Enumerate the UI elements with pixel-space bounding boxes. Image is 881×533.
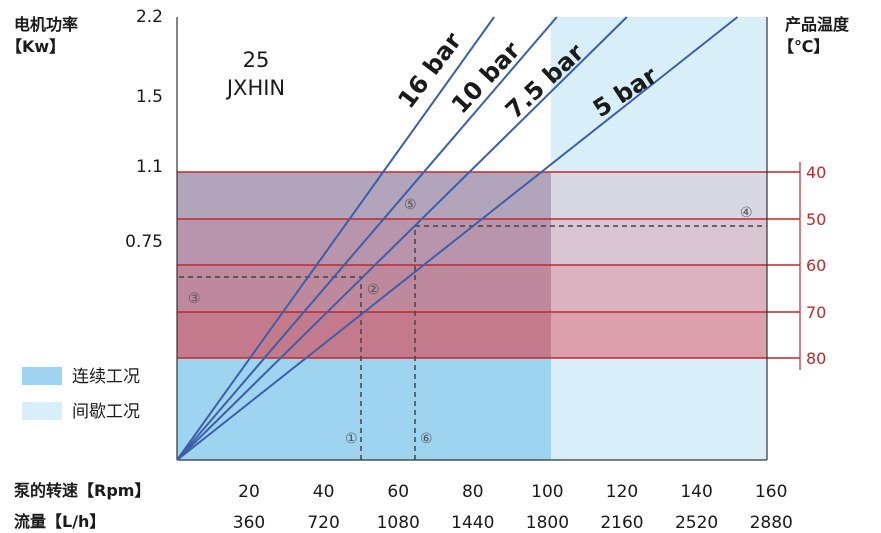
- flow-tick-label: 2160: [600, 513, 643, 533]
- chart-subtitle: JXHIN: [225, 76, 285, 100]
- temperature-ticks: 40 50 60 70 80: [806, 163, 826, 368]
- temp-band-intermittent: [551, 172, 767, 219]
- temp-tick-label: 80: [806, 349, 826, 368]
- speed-tick-label: 120: [606, 482, 638, 502]
- temp-band-continuous: [177, 312, 551, 358]
- power-tick: 1.5: [136, 87, 163, 107]
- flow-tick-label: 1080: [377, 513, 420, 533]
- y-left-label-2: 【Kw】: [6, 37, 65, 56]
- temp-band-continuous: [177, 265, 551, 312]
- y-left-label-1: 电机功率: [14, 15, 78, 34]
- marker-3: ③: [188, 291, 201, 307]
- marker-1: ①: [345, 431, 358, 447]
- marker-6: ⑥: [420, 431, 433, 447]
- legend-label-continuous: 连续工况: [72, 367, 140, 387]
- power-tick: 1.1: [136, 157, 163, 177]
- flow-tick-label: 720: [307, 513, 339, 533]
- x-flow-label: 流量【L/h】: [14, 512, 105, 531]
- y-right-label-1: 产品温度: [785, 15, 850, 34]
- temp-band-continuous: [177, 172, 551, 219]
- x-speed-label: 泵的转速【Rpm】: [13, 481, 150, 500]
- flow-tick-label: 2520: [675, 513, 718, 533]
- speed-tick-label: 60: [387, 482, 409, 502]
- legend-swatch-intermittent: [22, 402, 62, 420]
- speed-tick-label: 80: [462, 482, 484, 502]
- power-tick: 0.75: [125, 232, 163, 252]
- flow-tick-label: 1800: [526, 513, 569, 533]
- flow-tick-label: 360: [233, 513, 265, 533]
- speed-tick-label: 160: [755, 482, 787, 502]
- temp-tick-label: 40: [806, 163, 826, 182]
- temp-band-intermittent: [551, 312, 767, 358]
- legend-label-intermittent: 间歇工况: [72, 402, 140, 422]
- speed-tick-label: 140: [680, 482, 712, 502]
- power-tick: 2.2: [136, 7, 163, 27]
- marker-2: ②: [367, 282, 380, 298]
- x-tick-labels: 20 360 40 720 60 1080 80 1440 100 1800 120 2160 140 2…: [233, 482, 793, 533]
- speed-tick-label: 20: [238, 482, 260, 502]
- marker-4: ④: [740, 205, 753, 221]
- temp-tick-label: 60: [806, 256, 826, 275]
- y-right-label-2: 【℃】: [778, 37, 829, 56]
- temp-band-intermittent: [551, 265, 767, 312]
- temp-tick-label: 50: [806, 210, 826, 229]
- chart-title: 25: [243, 48, 270, 72]
- legend-swatch-continuous: [22, 367, 62, 385]
- temp-tick-label: 70: [806, 303, 826, 322]
- flow-tick-label: 1440: [451, 513, 494, 533]
- speed-tick-label: 40: [313, 482, 335, 502]
- speed-tick-label: 100: [531, 482, 563, 502]
- marker-5: ⑤: [404, 197, 417, 213]
- flow-tick-label: 2880: [750, 513, 793, 533]
